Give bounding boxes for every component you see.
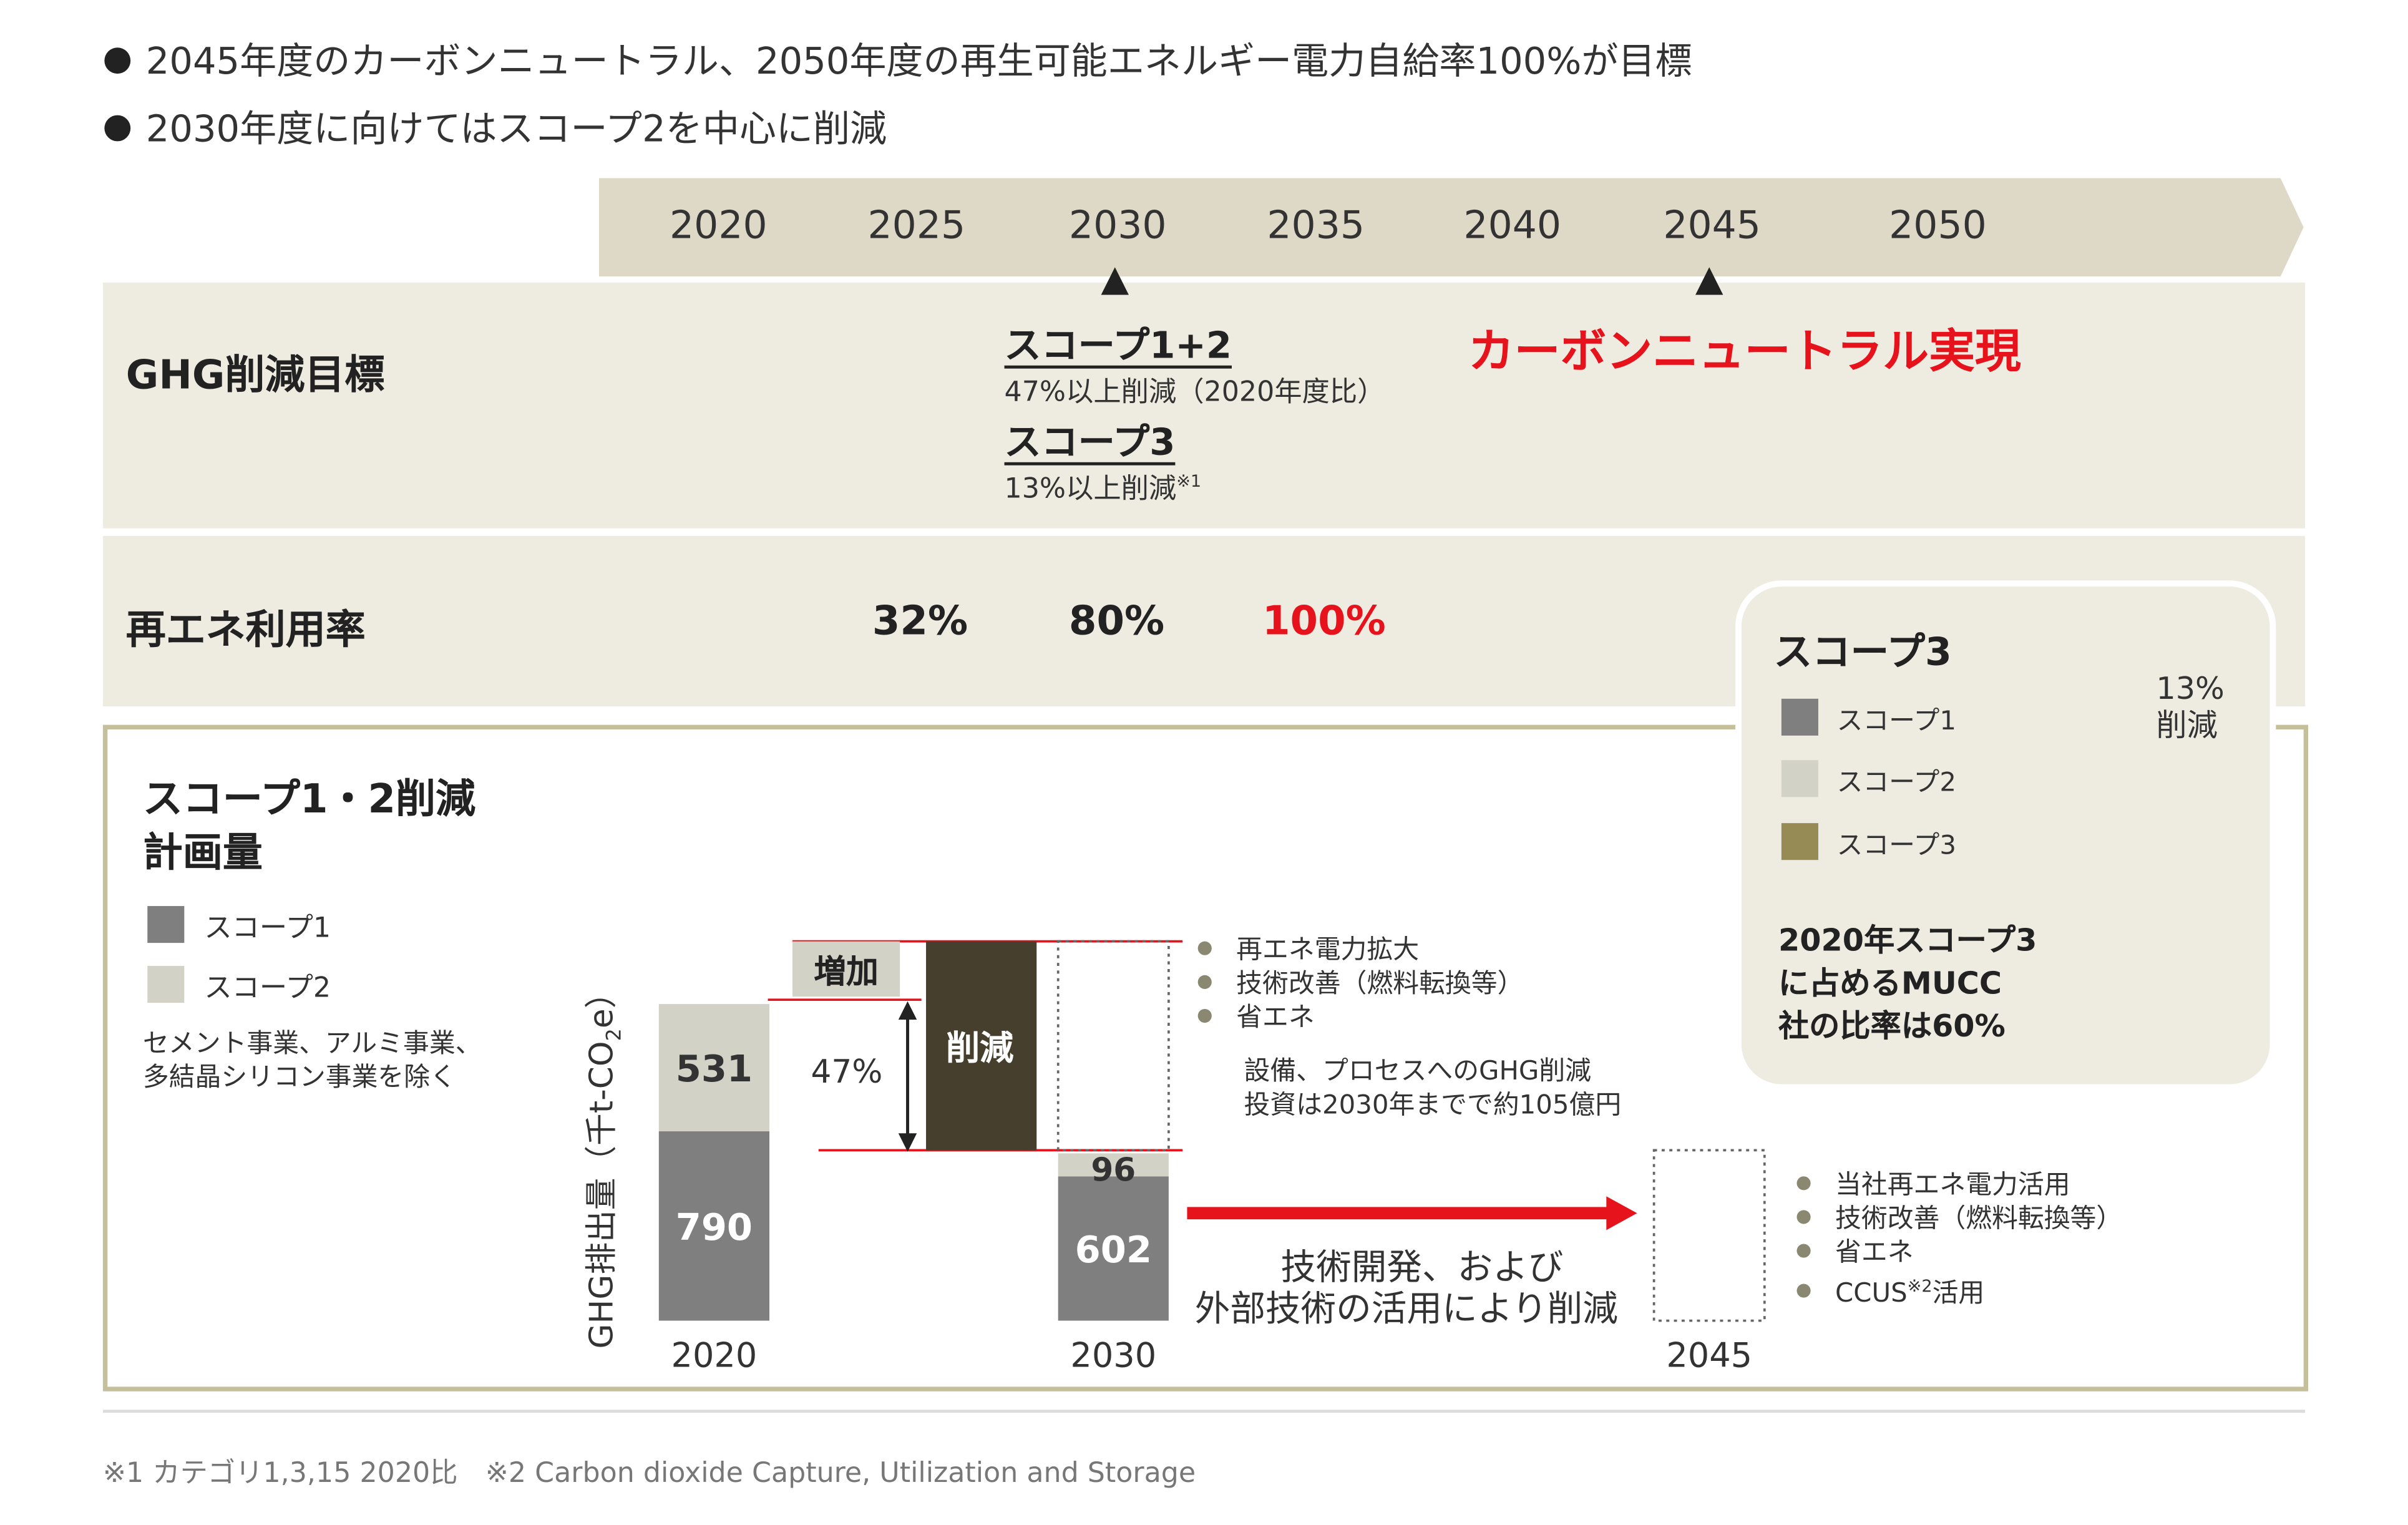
bar-scope2-2030 (1058, 1153, 1169, 1177)
carbon-neutral-goal: カーボンニュートラル実現 (1468, 325, 2021, 379)
invest-note-2: 投資は2030年までで約105億円 (1244, 1090, 1622, 1121)
plan-note-1: セメント事業、アルミ事業、 (142, 1028, 482, 1060)
timeline-year: 2040 (1463, 202, 1562, 248)
red-arrow-head (1606, 1196, 1637, 1230)
legend-scope1-label: スコープ1 (204, 912, 331, 945)
plan-title-2: 計画量 (142, 831, 263, 877)
data-label: 790 (676, 1206, 753, 1249)
arrow-text-1: 技術開発、および (1280, 1248, 1564, 1289)
scope3-title: スコープ3 (1004, 421, 1176, 464)
renewable-2030: 80% (1068, 598, 1165, 645)
scope3-legend-scope2-swatch (1781, 760, 1818, 797)
data-label: 96 (1091, 1152, 1136, 1189)
reduction-pct: 47% (811, 1053, 883, 1091)
bar-scope1-2020 (658, 1131, 770, 1321)
timeline-year: 2025 (867, 202, 966, 248)
placeholder-2030-box (1056, 940, 1170, 1152)
invest-note-1: 設備、プロセスへのGHG削減 (1244, 1056, 1592, 1088)
scope3-text: 13%以上削減※1 (1004, 471, 1202, 505)
marker-2030-triangle (1101, 267, 1129, 295)
renewable-label: 再エネ利用率 (125, 608, 366, 655)
plan-title-1: スコープ1・2削減 (142, 777, 476, 824)
renewable-2035: 100% (1262, 598, 1386, 645)
reduction-label: 削減 (946, 1030, 1014, 1069)
bullets-2030: 再エネ電力拡大 技術改善（燃料転換等） 省エネ (1197, 933, 1524, 1035)
header-bullet-1: 2045年度のカーボンニュートラル、2050年度の再生可能エネルギー電力自給率1… (104, 31, 1692, 84)
ghg-target-label: GHG削減目標 (125, 353, 385, 399)
scope12-title: スコープ1+2 (1004, 324, 1232, 368)
arrow-text-2: 外部技術の活用により削減 (1194, 1290, 1618, 1330)
bar-scope2-2020 (658, 1004, 770, 1132)
renewable-2025: 32% (872, 598, 968, 645)
scope3-reduction-label: 13% 削減 (2156, 670, 2225, 744)
timeline-arrow (598, 178, 2304, 276)
timeline-year: 2020 (670, 202, 768, 248)
scope3-panel (1735, 580, 2276, 1091)
increase-label: 増加 (814, 953, 879, 991)
list-item: 省エネ (1796, 1236, 2122, 1270)
scope3-legend-scope3-swatch (1781, 823, 1818, 860)
x-axis-label-2020: 2020 (671, 1335, 758, 1375)
list-item: CCUS※2活用 (1796, 1270, 2122, 1311)
timeline-year: 2035 (1267, 202, 1365, 248)
timeline-year: 2045 (1663, 202, 1761, 248)
bullet-dot (104, 47, 131, 73)
ghg-target-row (102, 282, 2306, 529)
scope3-panel-title: スコープ3 (1773, 630, 1952, 675)
list-item: 技術改善（燃料転換等） (1796, 1202, 2122, 1236)
header-bullet-2: 2030年度に向けてはスコープ2を中心に削減 (104, 99, 887, 152)
legend-scope2-swatch (147, 966, 185, 1003)
list-item: 技術改善（燃料転換等） (1197, 967, 1523, 1001)
scope3-legend-scope2-label: スコープ2 (1836, 767, 1956, 799)
timeline-year: 2030 (1068, 202, 1167, 248)
footnote: ※1 カテゴリ1,3,15 2020比 ※2 Carbon dioxide Ca… (102, 1457, 1196, 1490)
data-label: 602 (1075, 1228, 1152, 1271)
scope3-legend-scope1-swatch (1781, 698, 1818, 736)
data-label: 531 (676, 1047, 753, 1090)
x-axis-label-2030: 2030 (1070, 1335, 1156, 1375)
reduction-bar (926, 941, 1037, 1151)
list-item: 再エネ電力拡大 (1197, 933, 1524, 967)
bullets-2045: 当社再エネ電力活用 技術改善（燃料転換等） 省エネ CCUS※2活用 (1796, 1169, 2122, 1311)
x-axis-label-2045: 2045 (1666, 1335, 1752, 1375)
scope3-panel-note: 2020年スコープ3 に占めるMUCC 社の比率は60% (1778, 921, 2037, 1045)
scope3-legend-scope3-label: スコープ3 (1836, 831, 1956, 862)
plan-frame (102, 724, 2309, 1391)
increase-box (792, 941, 900, 997)
marker-2045-triangle (1695, 267, 1723, 295)
reduction-arrow-head-down (898, 1133, 917, 1152)
list-item: 省エネ (1197, 1001, 1524, 1035)
timeline-year: 2050 (1889, 202, 1987, 248)
reduction-arrow-head-up (898, 1001, 917, 1020)
bullet-dot (104, 114, 131, 141)
footer-divider (102, 1410, 2306, 1413)
legend-scope1-swatch (147, 906, 185, 943)
bar-scope1-2030 (1058, 1176, 1169, 1321)
scope12-text: 47%以上削減（2020年度比） (1004, 376, 1385, 409)
placeholder-2045-box (1652, 1149, 1766, 1322)
plan-note-2: 多結晶シリコン事業を除く (142, 1063, 456, 1094)
scope3-legend-scope1-label: スコープ1 (1836, 706, 1956, 738)
legend-scope2-label: スコープ2 (204, 972, 331, 1005)
list-item: 当社再エネ電力活用 (1796, 1169, 2122, 1202)
